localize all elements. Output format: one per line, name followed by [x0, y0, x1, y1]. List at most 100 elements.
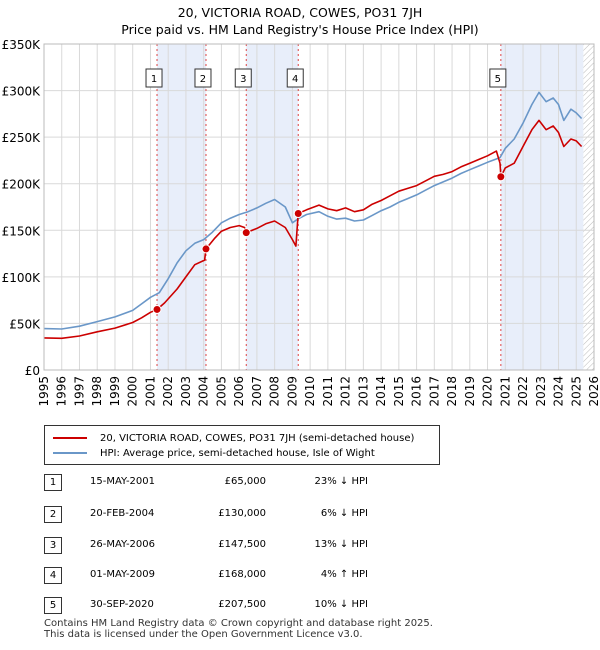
sale-row-4: 4 01-MAY-2009 £168,000 4% ↑ HPI: [44, 567, 404, 585]
x-tick-label: 2001: [143, 376, 157, 407]
sale-row-3: 3 26-MAY-2006 £147,500 13% ↓ HPI: [44, 537, 404, 555]
x-tick-label: 2008: [268, 376, 282, 407]
sale-price: £147,500: [218, 539, 266, 550]
sale-date: 20-FEB-2004: [90, 508, 155, 519]
x-tick-label: 2022: [516, 376, 530, 407]
hatched-future-area: [583, 44, 594, 370]
sale-price: £168,000: [218, 569, 266, 580]
x-tick-label: 2006: [232, 376, 246, 407]
chart-title: 20, VICTORIA ROAD, COWES, PO31 7JH: [177, 5, 423, 20]
x-tick-label: 2018: [445, 376, 459, 407]
sale-point: [496, 172, 506, 182]
sale-marker-box: [489, 68, 507, 88]
sale-row-1: 1 15-MAY-2001 £65,000 23% ↓ HPI: [44, 474, 404, 492]
sale-number-badge: 5: [44, 597, 62, 614]
x-tick-label: 2007: [250, 376, 264, 407]
x-tick-label: 2019: [463, 376, 477, 407]
footer-line-copyright: Contains HM Land Registry data © Crown c…: [44, 618, 433, 629]
x-tick-label: 2023: [534, 376, 548, 407]
x-tick-label: 2010: [303, 376, 317, 407]
x-tick-label: 2009: [285, 376, 299, 407]
plot-frame: [43, 43, 595, 371]
price-chart: 1 2 3 4 5 £0 £50K £100K £150K £200K £250K £300K £35…: [2, 38, 600, 407]
x-tick-label: 2002: [161, 376, 175, 407]
x-tick-label: 2014: [374, 376, 388, 407]
x-tick-label: 2026: [587, 376, 600, 407]
x-tick-label: 2000: [126, 376, 140, 407]
footer-line-licence: This data is licensed under the Open Gov…: [44, 629, 363, 640]
x-tick-label: 2020: [481, 376, 495, 407]
sale-number-badge: 4: [44, 567, 62, 584]
x-tick-label: 2017: [427, 376, 441, 407]
sale-date: 26-MAY-2006: [90, 539, 156, 550]
sale-hpi-delta: 4% ↑ HPI: [320, 569, 368, 580]
sale-marker-box: [194, 68, 212, 88]
shaded-period: [500, 44, 584, 370]
sale-hpi-delta: 10% ↓ HPI: [314, 599, 368, 610]
y-tick-label: £50K: [9, 317, 41, 331]
y-tick-label: £100K: [2, 271, 42, 285]
sale-marker-number: 4: [292, 74, 298, 85]
shaded-period: [246, 44, 299, 370]
sale-row-5: 5 30-SEP-2020 £207,500 10% ↓ HPI: [44, 597, 404, 615]
sale-marker-number: 2: [200, 74, 206, 85]
legend-label-hpi: HPI: Average price, semi-detached house,…: [100, 447, 375, 459]
x-tick-label: 2004: [197, 376, 211, 407]
sale-hpi-delta: 13% ↓ HPI: [314, 539, 368, 550]
x-tick-label: 2011: [321, 376, 335, 407]
y-tick-label: £350K: [2, 38, 42, 52]
legend: 20, VICTORIA ROAD, COWES, PO31 7JH (semi…: [44, 425, 440, 465]
chart-subtitle: Price paid vs. HM Land Registry's House …: [121, 22, 479, 37]
series-line-hpi: [43, 91, 583, 330]
sale-price: £65,000: [224, 476, 266, 487]
x-tick-label: 2024: [552, 376, 566, 407]
chart-title-block: 20, VICTORIA ROAD, COWES, PO31 7JH Price…: [0, 4, 600, 38]
x-tick-label: 1995: [37, 376, 51, 407]
x-tick-label: 2005: [214, 376, 228, 407]
shaded-period: [157, 44, 206, 370]
sale-point: [241, 228, 251, 238]
legend-label-property: 20, VICTORIA ROAD, COWES, PO31 7JH (semi…: [100, 432, 415, 444]
x-tick-label: 2012: [339, 376, 353, 407]
sale-marker-box: [145, 68, 163, 88]
sale-number-badge: 2: [44, 506, 62, 523]
sale-marker-number: 3: [240, 74, 246, 85]
x-tick-label: 2003: [179, 376, 193, 407]
sale-row-2: 2 20-FEB-2004 £130,000 6% ↓ HPI: [44, 506, 404, 524]
y-tick-label: £150K: [2, 224, 42, 238]
legend-swatch-property: [53, 437, 87, 439]
sale-price: £207,500: [218, 599, 266, 610]
y-tick-label: £200K: [2, 178, 42, 192]
y-tick-label: £0: [25, 364, 40, 378]
legend-item-property: 20, VICTORIA ROAD, COWES, PO31 7JH (semi…: [53, 431, 414, 445]
legend-swatch-hpi: [53, 452, 87, 454]
x-tick-label: 2021: [498, 376, 512, 407]
x-tick-label: 1996: [55, 376, 69, 407]
x-tick-label: 2025: [569, 376, 583, 407]
x-tick-label: 1999: [108, 376, 122, 407]
legend-item-hpi: HPI: Average price, semi-detached house,…: [53, 446, 375, 460]
x-tick-label: 2013: [356, 376, 370, 407]
sale-date: 30-SEP-2020: [90, 599, 154, 610]
y-tick-label: £250K: [2, 131, 42, 145]
series-line-property: [43, 119, 583, 340]
sale-point: [201, 244, 211, 254]
sale-marker-number: 1: [151, 74, 157, 85]
sale-price: £130,000: [218, 508, 266, 519]
sale-number-badge: 1: [44, 474, 62, 491]
sale-hpi-delta: 6% ↓ HPI: [320, 508, 368, 519]
x-tick-label: 2015: [392, 376, 406, 407]
x-tick-label: 2016: [410, 376, 424, 407]
footer-attribution: Contains HM Land Registry data © Crown c…: [44, 618, 433, 640]
sale-number-badge: 3: [44, 537, 62, 554]
sale-marker-number: 5: [495, 74, 501, 85]
x-tick-label: 1997: [72, 376, 86, 407]
sale-hpi-delta: 23% ↓ HPI: [314, 476, 368, 487]
x-tick-label: 1998: [90, 376, 104, 407]
sale-date: 15-MAY-2001: [90, 476, 156, 487]
sale-point: [152, 304, 162, 314]
y-tick-label: £300K: [2, 85, 42, 99]
sale-point: [293, 209, 303, 219]
sale-marker-box: [286, 68, 304, 88]
sale-marker-box: [234, 68, 252, 88]
